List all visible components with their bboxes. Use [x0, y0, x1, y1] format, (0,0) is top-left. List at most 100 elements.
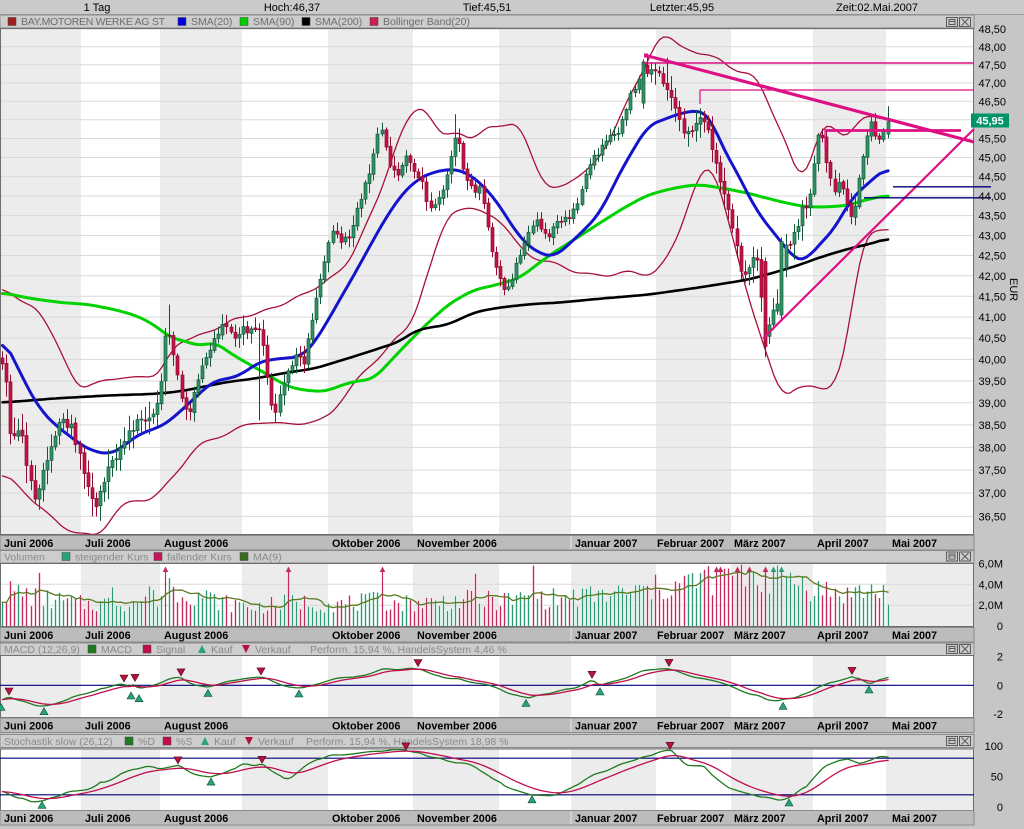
svg-text:Februar 2007: Februar 2007	[657, 538, 724, 550]
svg-text:47,50: 47,50	[978, 60, 1006, 72]
svg-text:1 Tag: 1 Tag	[84, 2, 111, 14]
svg-text:45,95: 45,95	[976, 116, 1004, 128]
svg-text:Februar 2007: Februar 2007	[657, 813, 724, 825]
svg-text:fallender Kurs: fallender Kurs	[167, 552, 232, 564]
svg-text:März 2007: März 2007	[734, 630, 786, 642]
svg-text:August 2006: August 2006	[164, 630, 228, 642]
svg-text:Oktober 2006: Oktober 2006	[332, 813, 400, 825]
svg-text:Juli 2006: Juli 2006	[85, 630, 131, 642]
svg-text:Februar 2007: Februar 2007	[657, 721, 724, 733]
svg-text:März 2007: März 2007	[734, 538, 786, 550]
svg-text:0: 0	[997, 802, 1003, 814]
svg-text:Verkauf: Verkauf	[255, 644, 291, 656]
svg-text:2,0M: 2,0M	[979, 600, 1003, 612]
svg-text:Mai 2007: Mai 2007	[892, 630, 937, 642]
svg-text:Januar 2007: Januar 2007	[575, 721, 637, 733]
svg-text:April 2007: April 2007	[817, 630, 869, 642]
svg-text:39,00: 39,00	[978, 398, 1006, 410]
svg-text:Verkauf: Verkauf	[258, 736, 294, 748]
svg-text:November 2006: November 2006	[417, 813, 497, 825]
svg-text:Mai 2007: Mai 2007	[892, 721, 937, 733]
svg-text:SMA(20): SMA(20)	[191, 16, 232, 28]
svg-text:45,50: 45,50	[978, 134, 1006, 146]
svg-text:EUR: EUR	[1007, 278, 1019, 301]
svg-text:48,00: 48,00	[978, 42, 1006, 54]
svg-text:August 2006: August 2006	[164, 813, 228, 825]
svg-text:37,50: 37,50	[978, 465, 1006, 477]
svg-text:-2: -2	[993, 709, 1003, 721]
svg-text:März 2007: März 2007	[734, 721, 786, 733]
svg-text:Juni 2006: Juni 2006	[4, 721, 53, 733]
svg-text:Januar 2007: Januar 2007	[575, 630, 637, 642]
svg-text:50: 50	[991, 772, 1003, 784]
svg-text:Kauf: Kauf	[211, 644, 233, 656]
svg-text:Mai 2007: Mai 2007	[892, 538, 937, 550]
svg-text:100: 100	[985, 741, 1003, 753]
svg-text:Stochastik slow (26,12): Stochastik slow (26,12)	[4, 736, 113, 748]
svg-text:Juni 2006: Juni 2006	[4, 630, 53, 642]
svg-text:März 2007: März 2007	[734, 813, 786, 825]
svg-text:0: 0	[997, 680, 1003, 692]
svg-text:46,50: 46,50	[978, 96, 1006, 108]
svg-text:BAY.MOTOREN WERKE AG ST: BAY.MOTOREN WERKE AG ST	[21, 16, 166, 28]
svg-text:Hoch:46,37: Hoch:46,37	[264, 2, 320, 14]
svg-text:2: 2	[997, 652, 1003, 664]
svg-text:steigender Kurs: steigender Kurs	[75, 552, 149, 564]
svg-text:Mai 2007: Mai 2007	[892, 813, 937, 825]
svg-text:Tief:45,51: Tief:45,51	[463, 2, 512, 14]
svg-text:Kauf: Kauf	[214, 736, 236, 748]
svg-text:Volumen: Volumen	[4, 552, 45, 564]
svg-text:44,00: 44,00	[978, 191, 1006, 203]
svg-text:41,50: 41,50	[978, 291, 1006, 303]
svg-text:Oktober 2006: Oktober 2006	[332, 538, 400, 550]
svg-text:Bollinger Band(20): Bollinger Band(20)	[383, 16, 470, 28]
svg-text:November 2006: November 2006	[417, 538, 497, 550]
svg-text:40,50: 40,50	[978, 333, 1006, 345]
svg-text:4,0M: 4,0M	[979, 579, 1003, 591]
svg-text:November 2006: November 2006	[417, 721, 497, 733]
svg-text:48,50: 48,50	[978, 24, 1006, 36]
svg-text:6,0M: 6,0M	[979, 559, 1003, 571]
svg-text:Letzter:45,95: Letzter:45,95	[650, 2, 714, 14]
svg-text:August 2006: August 2006	[164, 721, 228, 733]
svg-text:Zeit:02.Mai.2007: Zeit:02.Mai.2007	[836, 2, 918, 14]
svg-text:Januar 2007: Januar 2007	[575, 538, 637, 550]
svg-text:38,50: 38,50	[978, 420, 1006, 432]
svg-text:Januar 2007: Januar 2007	[575, 813, 637, 825]
svg-text:42,50: 42,50	[978, 251, 1006, 263]
svg-text:41,00: 41,00	[978, 312, 1006, 324]
svg-text:Perform. 15,94 %, HandelsSyste: Perform. 15,94 %, HandelsSystem 4,46 %	[310, 644, 507, 656]
svg-text:April 2007: April 2007	[817, 813, 869, 825]
svg-text:SMA(200): SMA(200)	[315, 16, 362, 28]
svg-text:42,00: 42,00	[978, 271, 1006, 283]
svg-text:April 2007: April 2007	[817, 721, 869, 733]
svg-text:Juli 2006: Juli 2006	[85, 721, 131, 733]
svg-text:Februar 2007: Februar 2007	[657, 630, 724, 642]
svg-text:Signal: Signal	[156, 644, 185, 656]
svg-text:43,00: 43,00	[978, 230, 1006, 242]
svg-text:MA(9): MA(9)	[253, 552, 282, 564]
svg-text:45,00: 45,00	[978, 153, 1006, 165]
svg-text:36,50: 36,50	[978, 511, 1006, 523]
svg-text:Juli 2006: Juli 2006	[85, 813, 131, 825]
svg-text:November 2006: November 2006	[417, 630, 497, 642]
svg-text:Juni 2006: Juni 2006	[4, 813, 53, 825]
svg-text:April 2007: April 2007	[817, 538, 869, 550]
svg-text:Perform. 15,94 %, HandelsSyste: Perform. 15,94 %, HandelsSystem 18,98 %	[306, 736, 509, 748]
svg-text:40,00: 40,00	[978, 354, 1006, 366]
svg-text:44,50: 44,50	[978, 172, 1006, 184]
svg-text:43,50: 43,50	[978, 211, 1006, 223]
svg-text:%D: %D	[138, 736, 155, 748]
svg-text:MACD (12,26,9): MACD (12,26,9)	[4, 644, 80, 656]
svg-text:Juni 2006: Juni 2006	[4, 538, 53, 550]
svg-text:SMA(90): SMA(90)	[253, 16, 294, 28]
svg-text:Juli 2006: Juli 2006	[85, 538, 131, 550]
svg-text:Oktober 2006: Oktober 2006	[332, 630, 400, 642]
svg-text:47,00: 47,00	[978, 78, 1006, 90]
svg-text:%S: %S	[176, 736, 192, 748]
svg-text:38,00: 38,00	[978, 442, 1006, 454]
svg-text:August 2006: August 2006	[164, 538, 228, 550]
svg-text:37,00: 37,00	[978, 488, 1006, 500]
svg-text:0: 0	[997, 621, 1003, 633]
svg-text:Oktober 2006: Oktober 2006	[332, 721, 400, 733]
